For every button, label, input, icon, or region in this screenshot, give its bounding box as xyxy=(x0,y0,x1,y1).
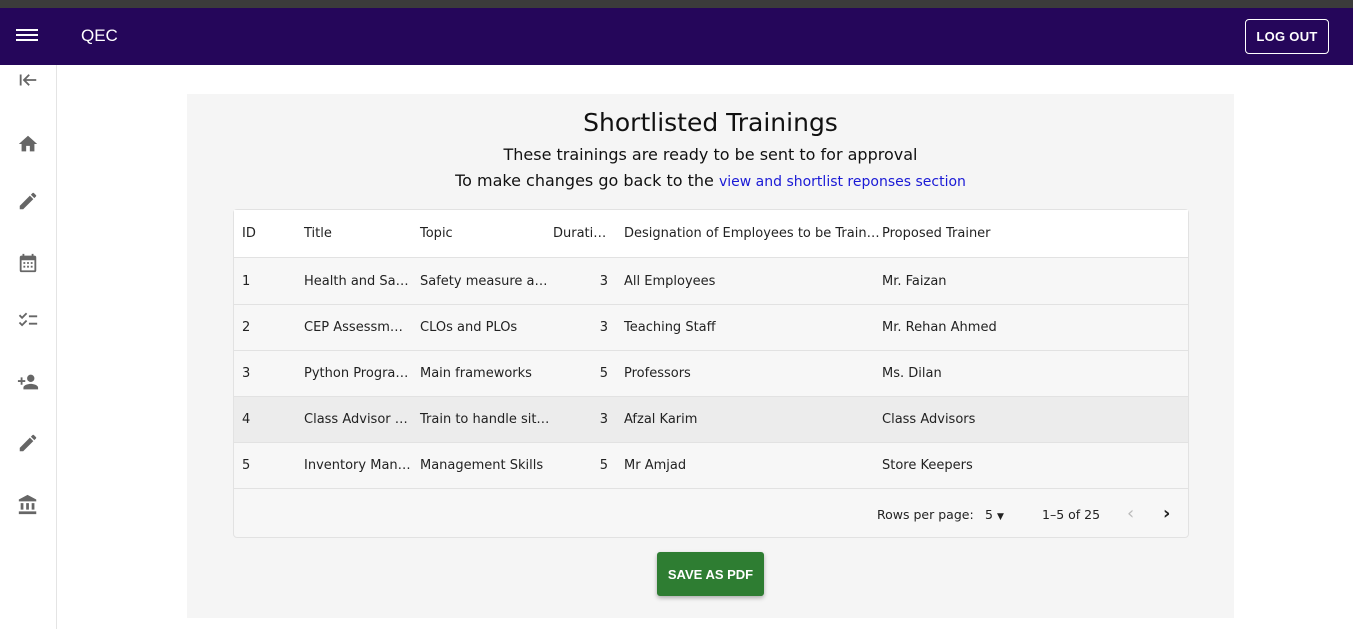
cell-title: Class Advisor … xyxy=(304,412,408,427)
next-page-icon[interactable]: › xyxy=(1163,503,1171,524)
column-header-id[interactable]: ID xyxy=(242,226,256,241)
window-strip xyxy=(0,0,1353,8)
cell-id: 1 xyxy=(242,274,251,289)
sidebar xyxy=(0,65,57,629)
shortlist-link[interactable]: view and shortlist reponses section xyxy=(718,174,966,190)
table-row[interactable]: 2 CEP Assessm… CLOs and PLOs 3 Teaching Staf… xyxy=(234,305,1188,351)
cell-title: CEP Assessm… xyxy=(304,320,403,335)
edit-icon[interactable] xyxy=(17,190,39,212)
cell-designation: Teaching Staff xyxy=(624,320,716,335)
column-header-topic[interactable]: Topic xyxy=(420,226,453,241)
table-pagination: Rows per page: 5 ▼ 1–5 of 25 ‹ › xyxy=(234,491,1188,537)
cell-duration: 3 xyxy=(599,320,608,335)
collapse-icon[interactable] xyxy=(17,69,39,91)
cell-title: Python Progra… xyxy=(304,366,409,381)
edit-icon[interactable] xyxy=(17,432,39,454)
cell-topic: Main frameworks xyxy=(420,366,532,381)
rows-per-page-label: Rows per page: xyxy=(877,507,974,522)
page-title: Shortlisted Trainings xyxy=(583,108,838,137)
checklist-icon[interactable] xyxy=(17,309,39,331)
content-card: Shortlisted Trainings These trainings ar… xyxy=(187,94,1234,618)
table-row[interactable]: 3 Python Progra… Main frameworks 5 Professor… xyxy=(234,351,1188,397)
logout-button[interactable]: LOG OUT xyxy=(1245,19,1329,54)
person-add-icon[interactable] xyxy=(17,371,39,393)
table-header: ID Title Topic Durati… Designation of Em… xyxy=(234,210,1188,258)
app-title: QEC xyxy=(81,26,118,45)
cell-trainer: Mr. Faizan xyxy=(882,274,947,289)
cell-trainer: Ms. Dilan xyxy=(882,366,942,381)
cell-id: 2 xyxy=(242,320,251,335)
cell-duration: 5 xyxy=(599,458,608,473)
cell-topic: Management Skills xyxy=(420,458,544,473)
cell-designation: Afzal Karim xyxy=(624,412,698,427)
app-bar: QEC LOG OUT xyxy=(0,8,1353,65)
cell-title: Inventory Man… xyxy=(304,458,411,473)
dropdown-arrow-icon: ▼ xyxy=(996,512,1004,522)
cell-designation: All Employees xyxy=(624,274,716,289)
calendar-icon[interactable] xyxy=(17,252,39,274)
cell-topic: CLOs and PLOs xyxy=(420,320,518,335)
cell-designation: Professors xyxy=(624,366,691,381)
cell-id: 5 xyxy=(242,458,251,473)
cell-id: 3 xyxy=(242,366,251,381)
column-header-trainer[interactable]: Proposed Trainer xyxy=(882,226,991,241)
cell-title: Health and Sa… xyxy=(304,274,409,289)
cell-duration: 3 xyxy=(599,412,608,427)
column-header-duration[interactable]: Durati… xyxy=(553,226,607,241)
cell-topic: Safety measure a… xyxy=(420,274,548,289)
trainings-table: ID Title Topic Durati… Designation of Em… xyxy=(233,209,1189,538)
table-row[interactable]: 4 Class Advisor … Train to handle sit… 3 Afz… xyxy=(234,397,1188,443)
prev-page-icon[interactable]: ‹ xyxy=(1127,503,1135,524)
page-range: 1–5 of 25 xyxy=(1042,507,1101,522)
cell-trainer: Store Keepers xyxy=(882,458,973,473)
cell-topic: Train to handle sit… xyxy=(420,412,550,427)
home-icon[interactable] xyxy=(17,133,39,155)
table-row[interactable]: 1 Health and Sa… Safety measure a… 3 All Emp… xyxy=(234,259,1188,305)
cell-duration: 3 xyxy=(599,274,608,289)
rows-per-page-value: 5 xyxy=(985,507,993,522)
cell-id: 4 xyxy=(242,412,251,427)
column-header-title[interactable]: Title xyxy=(304,226,332,241)
page-subtitle: These trainings are ready to be sent to … xyxy=(503,145,918,164)
cell-trainer: Class Advisors xyxy=(882,412,976,427)
rows-per-page-select[interactable]: 5 ▼ xyxy=(985,507,1004,522)
menu-icon[interactable] xyxy=(16,26,38,46)
cell-designation: Mr Amjad xyxy=(624,458,687,473)
cell-trainer: Mr. Rehan Ahmed xyxy=(882,320,997,335)
table-row[interactable]: 5 Inventory Man… Management Skills 5 Mr Amja… xyxy=(234,443,1188,489)
page-note: To make changes go back to the view and … xyxy=(187,171,1234,190)
institution-icon[interactable] xyxy=(17,494,39,516)
note-text: To make changes go back to the xyxy=(455,171,714,190)
cell-duration: 5 xyxy=(599,366,608,381)
save-as-pdf-button[interactable]: SAVE AS PDF xyxy=(657,552,764,596)
column-header-designation[interactable]: Designation of Employees to be Train… xyxy=(624,226,880,241)
